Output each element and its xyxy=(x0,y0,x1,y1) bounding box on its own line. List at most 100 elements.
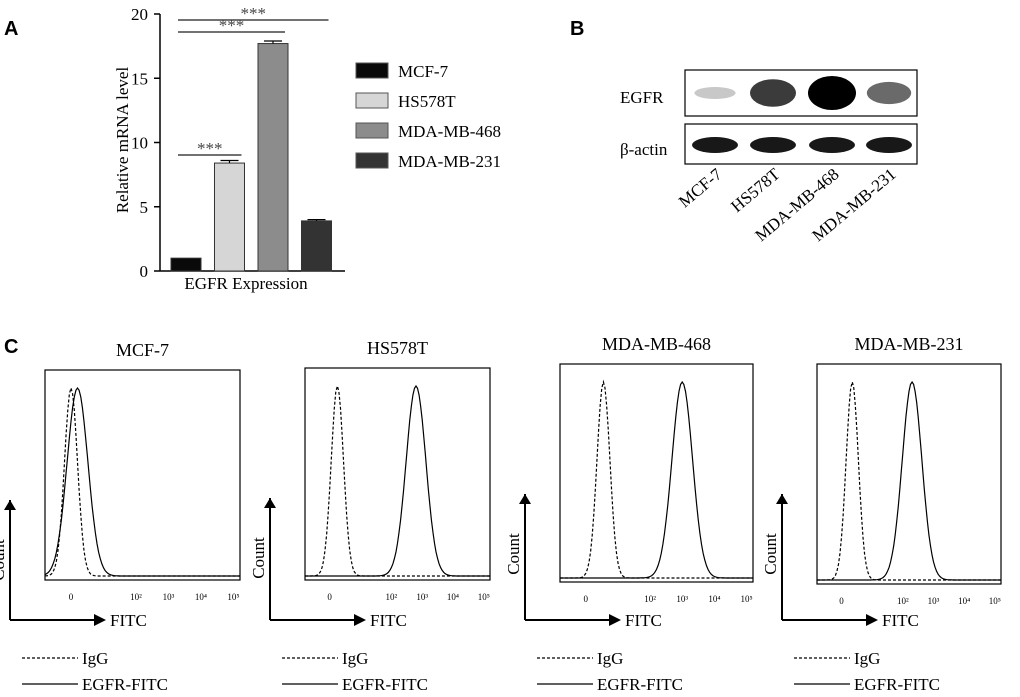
histogram-frame xyxy=(816,363,1002,585)
bar-mda-mb-468 xyxy=(257,43,289,272)
igg-curve xyxy=(560,379,753,579)
bar-hs578t xyxy=(214,162,245,272)
blot-band xyxy=(750,79,796,107)
histogram-plot: MDA-MB-231 0 10² 10³ 10⁴ 10⁵ FITC Count IgG EGFR-… xyxy=(761,334,1002,694)
x-tick-label: 10⁵ xyxy=(227,592,239,602)
histogram-frame xyxy=(44,369,241,581)
y-tick-label: 10 xyxy=(131,134,148,153)
igg-curve xyxy=(44,385,240,577)
y-tick-label: 20 xyxy=(131,5,148,24)
histogram-plot: MDA-MB-468 0 10² 10³ 10⁴ 10⁵ FITC Count IgG EGFR-… xyxy=(504,334,754,694)
x-tick-label: 10⁴ xyxy=(708,594,720,604)
x-tick-label: 10³ xyxy=(416,592,428,602)
histogram-title: MDA-MB-231 xyxy=(854,334,963,354)
legend-label: EGFR-FITC xyxy=(342,675,428,694)
y-axis-label: Relative mRNA level xyxy=(113,67,132,214)
igg-curve xyxy=(817,381,1001,581)
egfr-fitc-curve xyxy=(305,384,490,577)
egfr-fitc-curve xyxy=(44,386,240,577)
bar-mda-mb-231 xyxy=(301,220,332,272)
blot-row-label-egfr: EGFR xyxy=(620,88,664,107)
bar-chart-panel-a: Relative mRNA level EGFR Expression 0 5 10… xyxy=(113,4,501,293)
legend-label: EGFR-FITC xyxy=(82,675,168,694)
x-axis-label: FITC xyxy=(625,611,662,630)
x-tick-label: 10⁴ xyxy=(958,596,970,606)
legend-label: EGFR-FITC xyxy=(854,675,940,694)
x-tick-label: 10⁵ xyxy=(740,594,752,604)
legend-label: EGFR-FITC xyxy=(597,675,683,694)
blot-band xyxy=(808,76,856,110)
legend-label: IgG xyxy=(342,649,368,668)
histogram-title: HS578T xyxy=(367,338,428,358)
legend-label: IgG xyxy=(854,649,880,668)
y-axis-label: Count xyxy=(0,539,8,581)
blot-band xyxy=(750,137,796,153)
legend-label: HS578T xyxy=(398,92,456,111)
legend-swatch xyxy=(355,122,389,139)
histogram-title: MCF-7 xyxy=(116,340,169,360)
legend-swatch xyxy=(355,62,389,79)
legend-label: IgG xyxy=(597,649,623,668)
igg-curve xyxy=(305,383,490,577)
x-axis-label: EGFR Expression xyxy=(184,274,308,293)
y-arrow-head xyxy=(4,500,16,510)
blot-band xyxy=(866,137,912,153)
blot-band xyxy=(866,81,912,105)
y-axis-label: Count xyxy=(761,533,780,575)
legend-label: MDA-MB-231 xyxy=(398,152,501,171)
x-axis-label: FITC xyxy=(370,611,407,630)
x-tick-label: 10² xyxy=(644,594,656,604)
bar-mcf-7 xyxy=(170,257,202,272)
x-arrow-head xyxy=(94,614,106,626)
blot-row-label-actin: β-actin xyxy=(620,140,668,159)
x-arrow-head xyxy=(609,614,621,626)
y-tick-label: 5 xyxy=(140,198,149,217)
significance-label: *** xyxy=(241,4,267,23)
western-blot-panel-b: EGFR β-actin MCF-7 HS578TMDA-MB-468MDA-MB… xyxy=(620,69,918,245)
x-axis-label: FITC xyxy=(110,611,147,630)
histogram-plot: HS578T 0 10² 10³ 10⁴ 10⁵ FITC Count IgG EGFR-FITC xyxy=(249,338,491,694)
x-tick-label: 0 xyxy=(327,592,332,602)
histogram-plot: MCF-7 0 10² 10³ 10⁴ 10⁵ FITC Count IgG EGFR-FITC xyxy=(0,340,241,694)
x-arrow-head xyxy=(866,614,878,626)
histogram-frame xyxy=(304,367,491,581)
x-tick-label: 10⁵ xyxy=(989,596,1001,606)
legend-label: MDA-MB-468 xyxy=(398,122,501,141)
y-tick-label: 15 xyxy=(131,69,148,88)
x-tick-label: 10² xyxy=(130,592,142,602)
x-tick-label: 10² xyxy=(385,592,397,602)
legend-swatch xyxy=(355,92,389,109)
x-tick-label: 10⁴ xyxy=(447,592,459,602)
panel-letter-c: C xyxy=(4,336,19,358)
x-tick-label: 0 xyxy=(583,594,588,604)
blot-lane-label: MCF-7 xyxy=(675,164,726,211)
x-tick-label: 10⁵ xyxy=(478,592,490,602)
y-tick-label: 0 xyxy=(140,262,149,281)
x-tick-label: 0 xyxy=(839,596,844,606)
histogram-title: MDA-MB-468 xyxy=(602,334,711,354)
y-axis-label: Count xyxy=(504,533,523,575)
y-arrow-head xyxy=(776,494,788,504)
x-tick-label: 10⁴ xyxy=(195,592,207,602)
legend-label: MCF-7 xyxy=(398,62,449,81)
blot-band xyxy=(692,137,738,153)
legend-label: IgG xyxy=(82,649,108,668)
panel-letter-b: B xyxy=(570,18,585,40)
x-tick-label: 10³ xyxy=(676,594,688,604)
x-tick-label: 10² xyxy=(897,596,909,606)
x-arrow-head xyxy=(354,614,366,626)
egfr-fitc-curve xyxy=(560,380,753,579)
x-tick-label: 0 xyxy=(69,592,74,602)
y-arrow-head xyxy=(519,494,531,504)
panel-letter-a: A xyxy=(4,18,19,40)
histogram-frame xyxy=(559,363,754,583)
y-axis-label: Count xyxy=(249,537,268,579)
legend-swatch xyxy=(355,152,389,169)
significance-label: *** xyxy=(197,139,223,158)
blot-lane-label: HS578T xyxy=(727,164,784,216)
histogram-panel-c: MCF-70 10² 10³ 10⁴ 10⁵FITCCountIgGEGFR-FITCH… xyxy=(0,334,1002,694)
x-axis-label: FITC xyxy=(882,611,919,630)
x-tick-label: 10³ xyxy=(163,592,175,602)
egfr-fitc-curve xyxy=(817,380,1001,581)
blot-band xyxy=(694,87,736,99)
